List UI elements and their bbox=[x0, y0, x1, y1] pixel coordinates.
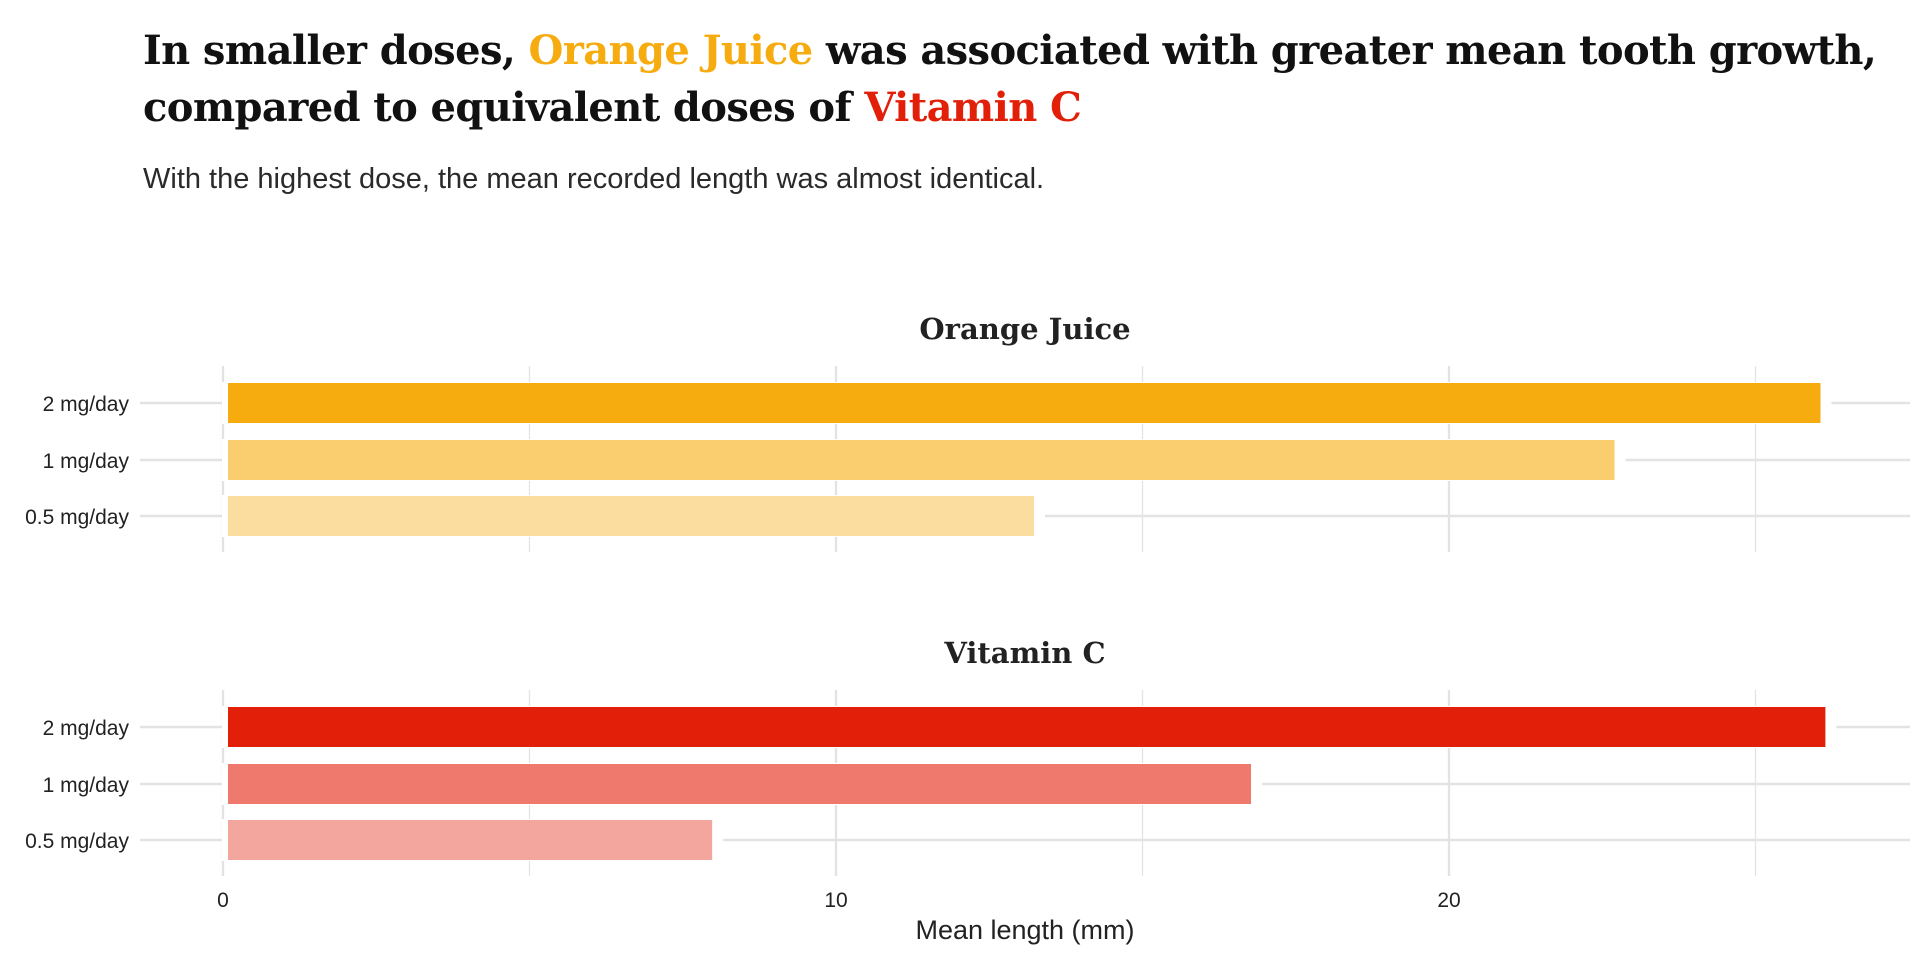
x-tick-label: 20 bbox=[1437, 889, 1460, 912]
category-label: 1 mg/day bbox=[43, 450, 130, 473]
bar-orange-juice bbox=[228, 383, 1821, 423]
category-label: 0.5 mg/day bbox=[25, 830, 129, 853]
category-label: 0.5 mg/day bbox=[25, 506, 129, 529]
category-label: 1 mg/day bbox=[43, 774, 130, 797]
title-highlight-orange-juice: Orange Juice bbox=[528, 27, 814, 74]
chart-subtitle: With the highest dose, the mean recorded… bbox=[143, 163, 1045, 195]
bar-background bbox=[222, 819, 724, 861]
panel-title-vitamin-c: Vitamin C bbox=[943, 636, 1105, 670]
category-label: 2 mg/day bbox=[43, 717, 130, 740]
bar-vitamin-c bbox=[228, 764, 1252, 804]
panel-title-orange-juice: Orange Juice bbox=[919, 312, 1130, 346]
x-tick-label: 10 bbox=[824, 889, 847, 912]
title-text-2: was associated with greater mean tooth g… bbox=[143, 27, 1877, 131]
bar-background bbox=[222, 495, 1045, 537]
title-text-1: In smaller doses, bbox=[143, 27, 529, 74]
bar-vitamin-c bbox=[228, 820, 713, 860]
bar-orange-juice bbox=[228, 440, 1615, 480]
bar-vitamin-c bbox=[228, 707, 1826, 747]
x-tick-label: 0 bbox=[217, 889, 229, 912]
bar-orange-juice bbox=[228, 496, 1034, 536]
x-axis-label: Mean length (mm) bbox=[915, 915, 1134, 945]
title-highlight-vitamin-c: Vitamin C bbox=[864, 84, 1082, 131]
category-label: 2 mg/day bbox=[43, 393, 130, 416]
chart-title: In smaller doses, Orange Juice was assoc… bbox=[143, 22, 1903, 136]
